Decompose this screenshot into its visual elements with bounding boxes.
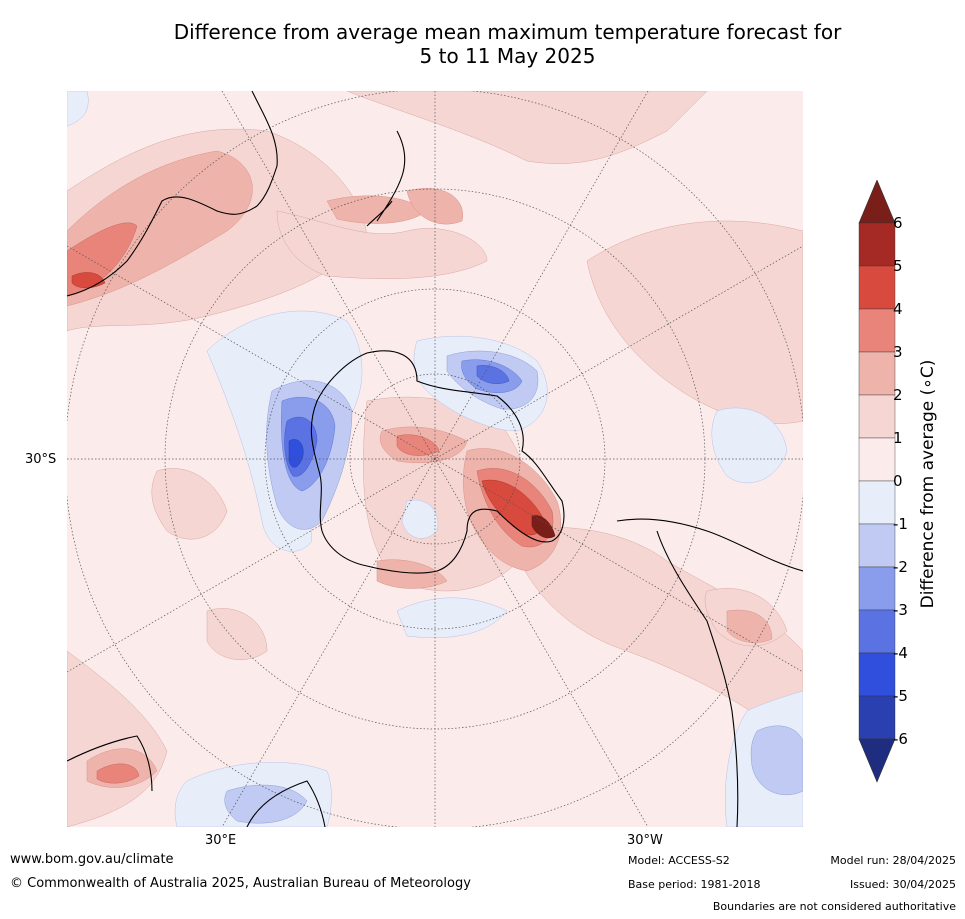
south-america-coast	[616, 518, 803, 827]
warm-anomaly-5-6	[531, 515, 556, 539]
colorbar-extend-high	[858, 180, 896, 224]
colorbar-segment	[858, 480, 896, 525]
coastlines	[67, 91, 803, 827]
colorbar-tick-label: -4	[893, 644, 908, 662]
colorbar-tick-label: 5	[893, 257, 903, 275]
colorbar-tick-label: 3	[893, 343, 903, 361]
colorbar-title: Difference from average (∘C)	[918, 359, 938, 609]
colorbar-tick-label: -3	[893, 601, 908, 619]
longitude-label-30e: 30°E	[205, 833, 237, 848]
colorbar-tick-label: -5	[893, 687, 908, 705]
colorbar-tick-label: 1	[893, 429, 903, 447]
latitude-label-30s: 30°S	[25, 452, 57, 467]
colorbar-segment	[858, 265, 896, 310]
new-zealand-coast	[366, 130, 406, 227]
title-line-2: 5 to 11 May 2025	[419, 44, 596, 68]
colorbar-tick-label: 0	[893, 472, 903, 490]
cool-anomaly-neg4-neg5	[288, 439, 304, 468]
colorbar-segment	[858, 308, 896, 353]
colorbar-tick-label: -1	[893, 515, 908, 533]
model-run-date: Model run: 28/04/2025	[830, 854, 956, 867]
graticule	[67, 91, 803, 827]
antarctica-coast	[310, 350, 565, 574]
colorbar	[858, 180, 896, 783]
base-period: Base period: 1981-2018	[628, 878, 761, 891]
issued-date: Issued: 30/04/2025	[849, 878, 956, 891]
colorbar-tick-label: 4	[893, 300, 903, 318]
title-line-1: Difference from average mean maximum tem…	[173, 20, 842, 44]
website-link[interactable]: www.bom.gov.au/climate	[10, 852, 174, 867]
colorbar-tick-label: 2	[893, 386, 903, 404]
model-name: Model: ACCESS-S2	[628, 854, 730, 867]
colorbar-extend-low	[858, 738, 896, 783]
colorbar-segment	[858, 523, 896, 568]
copyright-text: © Commonwealth of Australia 2025, Austra…	[10, 876, 471, 891]
colorbar-segment	[858, 695, 896, 740]
colorbar-tick-label: -2	[893, 558, 908, 576]
chart-title: Difference from average mean maximum tem…	[0, 20, 965, 68]
colorbar-segment	[858, 652, 896, 697]
colorbar-tick-label: 6	[893, 214, 903, 232]
polar-temperature-map	[67, 91, 803, 827]
colorbar-tick-label: -6	[893, 730, 908, 748]
colorbar-segment	[858, 394, 896, 439]
colorbar-segment	[858, 222, 896, 267]
colorbar-segment	[858, 437, 896, 482]
colorbar-segment	[858, 609, 896, 654]
longitude-label-30w: 30°W	[627, 833, 663, 848]
africa-coast	[67, 735, 326, 827]
australia-coast	[67, 91, 278, 297]
colorbar-segment	[858, 566, 896, 611]
colorbar-segment	[858, 351, 896, 396]
boundaries-disclaimer: Boundaries are not considered authoritat…	[712, 900, 956, 913]
